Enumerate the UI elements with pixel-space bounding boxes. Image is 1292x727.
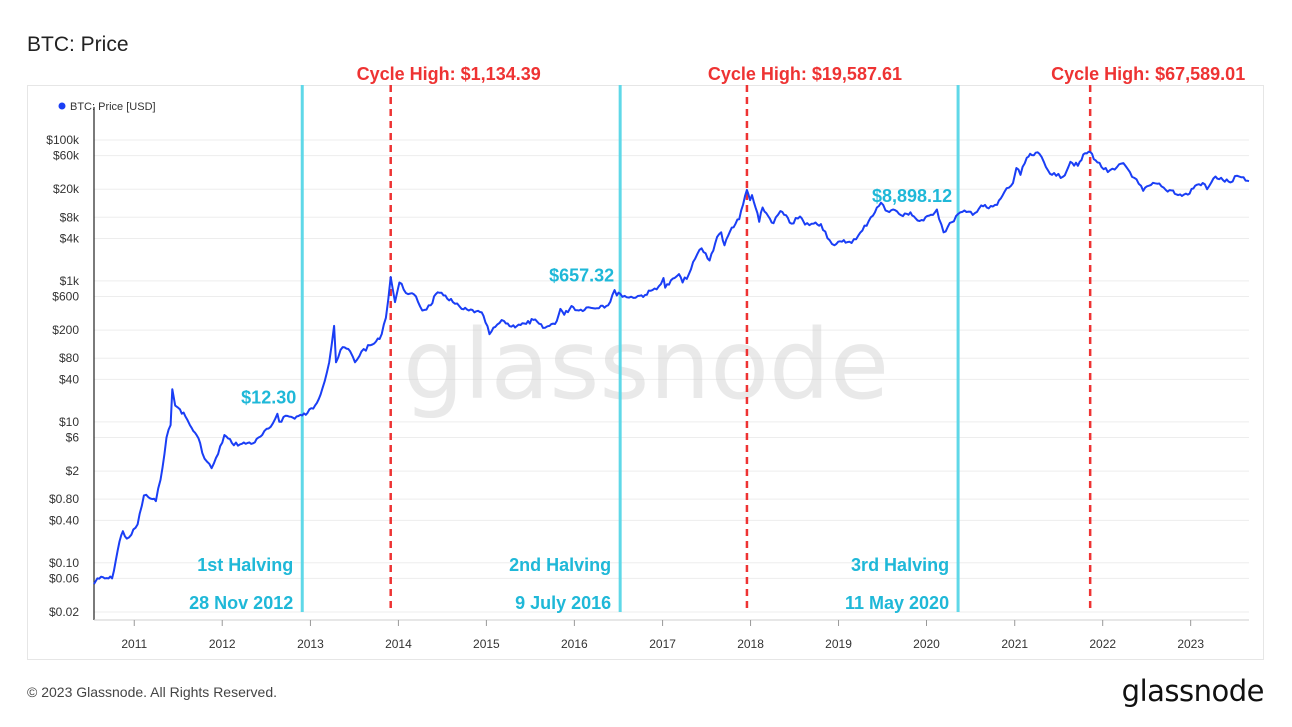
y-tick-label: $0.02 [49,605,79,619]
footer-copyright: © 2023 Glassnode. All Rights Reserved. [27,684,278,700]
x-tick-label: 2018 [737,637,764,651]
y-tick-label: $0.80 [49,492,79,506]
halving-name-label: 3rd Halving [851,555,949,575]
x-tick-label: 2022 [1089,637,1116,651]
y-tick-label: $1k [60,274,80,288]
y-tick-label: $6 [66,430,80,444]
halving-date-label: 28 Nov 2012 [189,593,293,613]
halving-name-label: 2nd Halving [509,555,611,575]
x-tick-label: 2013 [297,637,324,651]
page-title: BTC: Price [27,33,129,56]
y-tick-label: $200 [52,323,79,337]
y-tick-label: $100k [46,133,80,147]
x-tick-label: 2019 [825,637,852,651]
legend-label-btc-price: BTC: Price [USD] [70,101,156,113]
x-tick-label: 2012 [209,637,236,651]
y-tick-label: $8k [60,210,80,224]
halving-price-label: $657.32 [549,266,614,286]
chart-frame [27,85,1264,660]
halving-price-label: $8,898.12 [872,186,952,206]
y-tick-label: $0.06 [49,571,79,585]
y-tick-label: $20k [53,182,80,196]
y-tick-label: $600 [52,290,79,304]
y-tick-label: $40 [59,372,79,386]
halving-date-label: 9 July 2016 [515,593,611,613]
chart-svg: glassnode $100k $60k $20k $8k $4k $1k $600 $200… [46,64,1250,651]
x-tick-label: 2020 [913,637,940,651]
y-tick-label: $4k [60,231,80,245]
y-tick-label: $0.40 [49,513,79,527]
halving-name-label: 1st Halving [197,555,293,575]
price-series-line [93,150,1250,585]
x-tick-label: 2015 [473,637,500,651]
y-tick-label: $80 [59,351,79,365]
x-tick-label: 2016 [561,637,588,651]
y-tick-label: $0.10 [49,556,79,570]
axis-layer: $100k$60k$20k$8k$4k$1k$600$200$80$40$10$… [46,107,1249,651]
y-tick-label: $10 [59,415,79,429]
x-tick-label: 2014 [385,637,412,651]
label-layer: Cycle High: $1,134.39 Cycle High: $19,587… [189,64,1245,613]
cycle-high-label: Cycle High: $67,589.01 [1051,64,1245,84]
glassnode-logo[interactable]: glassnode [1121,674,1265,708]
y-tick-label: $60k [53,149,80,163]
x-tick-label: 2023 [1177,637,1204,651]
chart-legend[interactable]: BTC: Price [USD] [58,101,156,113]
marker-layer [300,85,1092,612]
watermark-text: glassnode [403,309,889,421]
halving-date-label: 11 May 2020 [845,593,949,613]
series-layer [93,150,1250,585]
grid-layer [94,139,1249,613]
cycle-high-label: Cycle High: $19,587.61 [708,64,902,84]
x-tick-label: 2011 [121,637,147,651]
cycle-high-label: Cycle High: $1,134.39 [357,64,541,84]
y-tick-label: $2 [66,464,80,478]
halving-price-label: $12.30 [241,387,296,407]
x-tick-label: 2021 [1001,637,1028,651]
legend-marker-btc-price [58,102,66,110]
x-tick-label: 2017 [649,637,676,651]
